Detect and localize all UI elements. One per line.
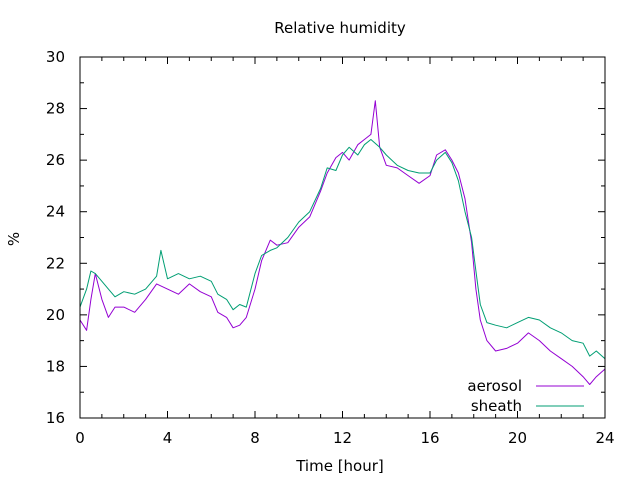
y-tick-label: 18	[46, 357, 65, 375]
chart-title: Relative humidity	[274, 19, 406, 37]
x-axis-label: Time [hour]	[295, 457, 384, 475]
x-tick-label: 24	[595, 429, 614, 447]
series-line-sheath	[79, 139, 606, 360]
y-tick-label: 26	[46, 151, 65, 169]
x-tick-label: 4	[163, 429, 173, 447]
y-tick-label: 28	[46, 100, 65, 118]
legend-label-sheath: sheath	[471, 397, 522, 415]
plot-frame	[79, 56, 606, 419]
y-tick-label: 24	[46, 203, 65, 221]
x-tick-label: 16	[420, 429, 439, 447]
x-tick-label: 0	[75, 429, 85, 447]
y-tick-label: 20	[46, 306, 65, 324]
x-tick-label: 20	[508, 429, 527, 447]
x-tick-label: 12	[333, 429, 352, 447]
legend-label-aerosol: aerosol	[467, 377, 522, 395]
y-tick-label: 30	[46, 48, 65, 66]
series-line-aerosol	[79, 100, 606, 385]
y-tick-label: 16	[46, 409, 65, 427]
y-axis-label: %	[5, 232, 23, 246]
x-tick-label: 8	[250, 429, 260, 447]
y-tick-label: 22	[46, 254, 65, 272]
